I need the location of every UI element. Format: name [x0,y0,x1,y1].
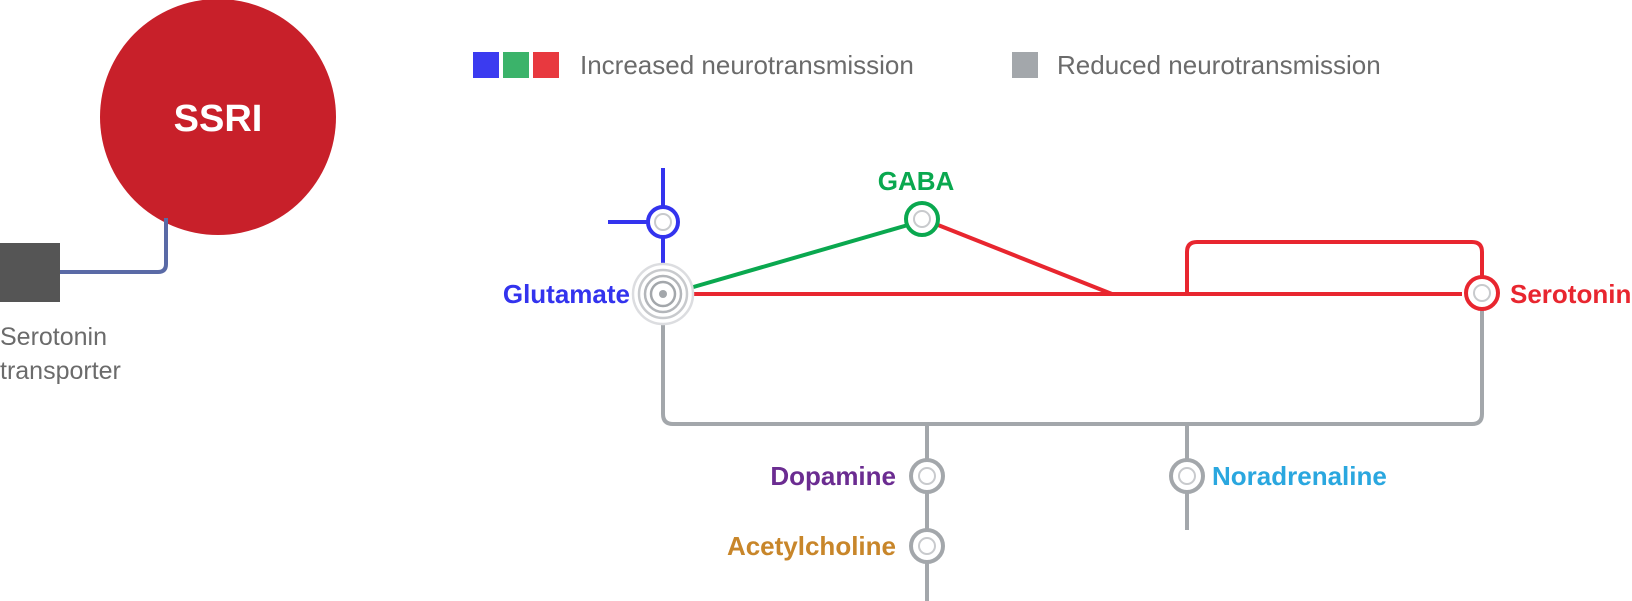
glutamate-upper-node [646,205,680,239]
dopamine-node [909,458,945,494]
glutamate-label: Glutamate [503,279,630,309]
dopamine-node-inner [918,467,936,485]
serotonin-transporter-box [0,243,60,302]
gaba-serotonin-line [937,223,1113,296]
legend-swatch-blue [473,52,499,78]
serotonin-node [1464,275,1500,311]
gaba-node-inner [913,210,931,228]
serotonin-label: Serotonin [1510,279,1631,309]
serotonin-node-inner [1473,284,1491,302]
glutamate-node [631,262,695,326]
legend-swatch-red [533,52,559,78]
legend-swatch-gray [1012,52,1038,78]
transporter-label-line1: Serotonin [0,323,107,351]
noradrenaline-node-inner [1178,467,1196,485]
noradrenaline-node [1169,458,1205,494]
ssri-label: SSRI [174,98,263,140]
transporter-link [60,218,168,274]
gaba-line [682,223,909,292]
noradrenaline-label: Noradrenaline [1212,461,1387,491]
gaba-node [904,201,940,237]
transporter-label-line2: transporter [0,357,121,385]
acetylcholine-node [909,528,945,564]
serotonin-network [683,223,1484,296]
legend-swatch-green [503,52,529,78]
reduced-loop-line [661,294,1484,426]
acetylcholine-node-inner [918,537,936,555]
acetylcholine-label: Acetylcholine [727,531,896,561]
legend: Increased neurotransmission Reduced neur… [473,50,1381,80]
dopamine-label: Dopamine [770,461,896,491]
glutamate-upper-inner [654,213,672,231]
legend-increased-label: Increased neurotransmission [580,50,914,80]
ssri-node: SSRI [100,0,336,235]
serotonin-loop-line [1185,240,1484,294]
ssri-circle [100,0,336,235]
gaba-label: GABA [878,166,955,196]
glutamate-ring-center [659,290,667,298]
legend-reduced-label: Reduced neurotransmission [1057,50,1381,80]
